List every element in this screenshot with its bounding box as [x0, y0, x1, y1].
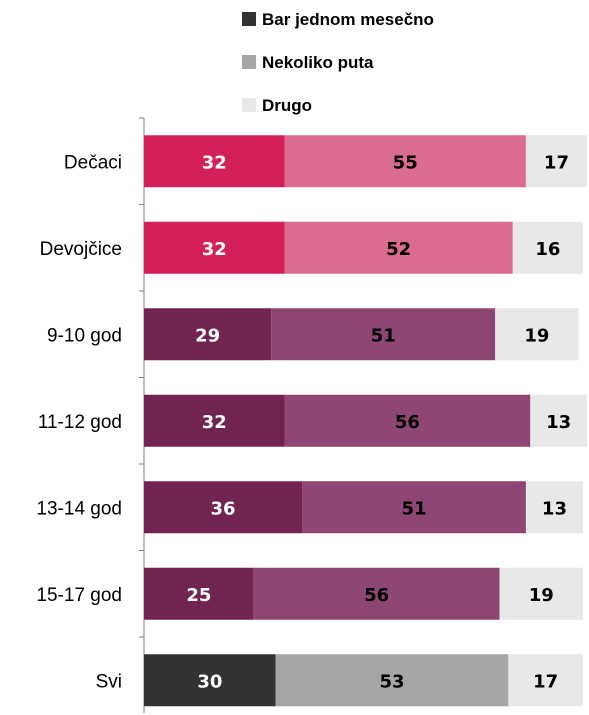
legend-swatch-1 [242, 55, 256, 69]
category-label-3: 11-12 god [38, 412, 122, 433]
bar-5-2 [499, 567, 583, 620]
category-labels: Dečaci Devojčice 9-10 god 11-12 god 13-14 go… [36, 117, 144, 692]
value-label-5-1: 56 [364, 585, 389, 606]
value-label-1-1: 52 [386, 239, 411, 260]
value-label-6-0: 30 [197, 671, 222, 692]
bar-4-0 [144, 481, 303, 534]
value-label-4-2: 13 [542, 498, 567, 519]
legend: Bar jednom mesečno Nekoliko puta Drugo [242, 10, 434, 115]
bar-6-2 [508, 654, 583, 707]
category-label-5: 15-17 god [36, 585, 122, 606]
value-label-0-1: 55 [393, 152, 418, 173]
bars: 32 55 17 32 52 16 29 51 19 32 56 13 36 51 13 25 56 19 30 53… [144, 135, 587, 707]
bar-3-2 [530, 394, 587, 447]
bar-2-0 [144, 308, 272, 361]
value-label-4-1: 51 [401, 498, 426, 519]
bar-5-0 [144, 567, 254, 620]
bar-6-1 [275, 654, 509, 707]
value-label-6-2: 17 [533, 671, 558, 692]
value-label-4-0: 36 [210, 498, 235, 519]
value-label-2-0: 29 [195, 325, 220, 346]
bar-0-0 [144, 135, 285, 188]
legend-swatch-0 [242, 12, 256, 26]
value-label-3-2: 13 [546, 412, 571, 433]
category-label-0: Dečaci [64, 152, 122, 173]
category-label-4: 13-14 god [36, 498, 122, 519]
legend-swatch-2 [242, 98, 256, 112]
bar-3-0 [144, 394, 285, 447]
value-label-1-0: 32 [202, 239, 227, 260]
bar-3-1 [284, 394, 531, 447]
bar-2-1 [271, 308, 496, 361]
bar-1-1 [284, 221, 513, 274]
legend-label-0: Bar jednom mesečno [262, 10, 434, 29]
bar-1-2 [512, 221, 583, 274]
bar-0-2 [525, 135, 587, 188]
value-label-6-1: 53 [380, 671, 405, 692]
bar-5-1 [253, 567, 500, 620]
bar-0-1 [284, 135, 526, 188]
value-label-0-0: 32 [202, 152, 227, 173]
category-label-1: Devojčice [40, 239, 122, 260]
category-label-6: Svi [96, 671, 122, 692]
value-label-3-0: 32 [202, 412, 227, 433]
category-label-2: 9-10 god [47, 325, 122, 346]
bar-1-0 [144, 221, 285, 274]
legend-label-2: Drugo [262, 96, 312, 115]
value-label-2-1: 51 [371, 325, 396, 346]
legend-label-1: Nekoliko puta [262, 53, 374, 72]
bar-4-2 [525, 481, 583, 534]
value-label-3-1: 56 [395, 412, 420, 433]
bar-6-0 [144, 654, 276, 707]
value-label-1-2: 16 [535, 239, 560, 260]
value-label-2-2: 19 [524, 325, 549, 346]
value-label-0-2: 17 [544, 152, 569, 173]
value-label-5-2: 19 [529, 585, 554, 606]
bar-2-2 [495, 308, 579, 361]
bar-4-1 [302, 481, 526, 534]
value-label-5-0: 25 [186, 585, 211, 606]
